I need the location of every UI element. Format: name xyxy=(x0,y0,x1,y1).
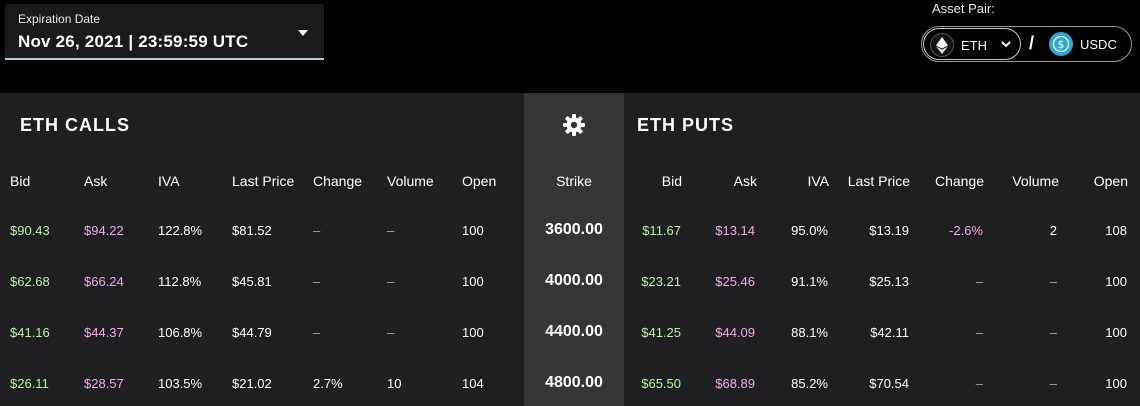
strike-price: 3600.00 xyxy=(545,221,603,238)
puts-header-iva: IVA xyxy=(807,173,829,189)
puts-title: ETH PUTS xyxy=(637,115,735,135)
put-ask: $13.14 xyxy=(715,223,755,238)
call-iva: 103.5% xyxy=(158,376,203,391)
call-open: 100 xyxy=(462,274,484,289)
put-volume: – xyxy=(1049,325,1057,340)
puts-header-open: Open xyxy=(1093,173,1128,189)
put-ask: $25.46 xyxy=(715,274,755,289)
call-open: 104 xyxy=(462,376,484,391)
put-last-price: $70.54 xyxy=(869,376,909,391)
puts-header-volume: Volume xyxy=(1012,173,1059,189)
puts-header-last-price: Last Price xyxy=(847,173,910,189)
calls-header-last-price: Last Price xyxy=(232,173,295,189)
expiration-date-select[interactable]: Expiration Date Nov 26, 2021 | 23:59:59 … xyxy=(5,4,324,60)
expiration-date-value: Nov 26, 2021 | 23:59:59 UTC xyxy=(18,32,249,51)
put-iva: 85.2% xyxy=(791,376,828,391)
call-bid: $26.11 xyxy=(10,376,49,391)
strike-price: 4800.00 xyxy=(545,374,603,391)
calls-header-bid: Bid xyxy=(10,173,31,189)
put-change: -2.6% xyxy=(949,223,983,238)
call-change: – xyxy=(313,325,321,340)
asset-pair-selector: ETH / $ USDC xyxy=(921,26,1132,62)
put-open: 100 xyxy=(1105,376,1127,391)
put-last-price: $13.19 xyxy=(869,223,909,238)
call-ask: $44.37 xyxy=(84,325,124,340)
call-bid: $62.68 xyxy=(10,274,50,289)
calls-header-volume: Volume xyxy=(387,173,434,189)
put-bid: $11.67 xyxy=(642,223,681,238)
call-last-price: $45.81 xyxy=(232,274,272,289)
call-ask: $94.22 xyxy=(84,223,124,238)
quote-asset-label: USDC xyxy=(1080,37,1117,52)
strike-panel: Strike xyxy=(524,93,624,406)
calls-panel: ETH CALLS Bid Ask IVA Last Price Change … xyxy=(0,93,524,406)
call-iva: 112.8% xyxy=(158,274,202,289)
puts-header-bid: Bid xyxy=(661,173,682,189)
call-ask: $28.57 xyxy=(84,376,124,391)
calls-title: ETH CALLS xyxy=(20,115,130,135)
call-volume: 10 xyxy=(387,376,402,391)
puts-header-ask: Ask xyxy=(733,173,757,189)
calls-header-open: Open xyxy=(462,173,497,189)
put-volume: 2 xyxy=(1049,223,1057,238)
call-last-price: $81.52 xyxy=(232,223,272,238)
put-open: 108 xyxy=(1105,223,1127,238)
puts-header-change: Change xyxy=(934,173,984,189)
gear-icon[interactable] xyxy=(562,113,586,137)
call-bid: $90.43 xyxy=(10,223,50,238)
usdc-logo-icon: $ xyxy=(1049,32,1073,56)
put-change: – xyxy=(975,325,983,340)
caret-down-icon xyxy=(298,30,308,36)
ethereum-logo-icon xyxy=(930,33,954,57)
call-last-price: $21.02 xyxy=(232,376,272,391)
put-iva: 88.1% xyxy=(791,325,828,340)
calls-header-change: Change xyxy=(313,173,363,189)
call-ask: $66.24 xyxy=(84,274,124,289)
strike-price: 4400.00 xyxy=(545,323,603,340)
calls-header-iva: IVA xyxy=(158,173,180,189)
call-bid: $41.16 xyxy=(10,325,50,340)
call-open: 100 xyxy=(462,223,484,238)
put-ask: $44.09 xyxy=(715,325,755,340)
call-change: – xyxy=(313,223,321,238)
put-open: 100 xyxy=(1105,325,1127,340)
put-bid: $65.50 xyxy=(641,376,681,391)
put-change: – xyxy=(975,376,983,391)
call-iva: 106.8% xyxy=(158,325,203,340)
call-change: 2.7% xyxy=(313,376,343,391)
put-change: – xyxy=(975,274,983,289)
put-last-price: $25.13 xyxy=(869,274,909,289)
call-last-price: $44.79 xyxy=(232,325,272,340)
base-asset-select[interactable]: ETH xyxy=(923,28,1021,60)
put-ask: $68.89 xyxy=(715,376,755,391)
call-iva: 122.8% xyxy=(158,223,203,238)
calls-header-ask: Ask xyxy=(84,173,108,189)
call-volume: – xyxy=(387,223,395,238)
put-volume: – xyxy=(1049,274,1057,289)
put-bid: $23.21 xyxy=(641,274,681,289)
svg-text:$: $ xyxy=(1058,38,1065,51)
puts-panel: ETH PUTS Bid Ask IVA Last Price Change V… xyxy=(624,93,1140,406)
call-volume: – xyxy=(387,274,395,289)
call-volume: – xyxy=(387,325,395,340)
asset-pair-label: Asset Pair: xyxy=(932,1,995,16)
put-volume: – xyxy=(1049,376,1057,391)
put-iva: 95.0% xyxy=(791,223,828,238)
strike-price: 4000.00 xyxy=(545,272,603,289)
pair-separator: / xyxy=(1029,33,1035,53)
call-open: 100 xyxy=(462,325,484,340)
put-last-price: $42.11 xyxy=(870,325,909,340)
put-open: 100 xyxy=(1105,274,1127,289)
put-bid: $41.25 xyxy=(641,325,681,340)
chevron-down-icon xyxy=(1001,41,1011,48)
base-asset-label: ETH xyxy=(961,38,987,53)
call-change: – xyxy=(313,274,321,289)
strike-header: Strike xyxy=(556,173,592,189)
expiration-date-label: Expiration Date xyxy=(18,12,101,26)
put-iva: 91.1% xyxy=(791,274,828,289)
